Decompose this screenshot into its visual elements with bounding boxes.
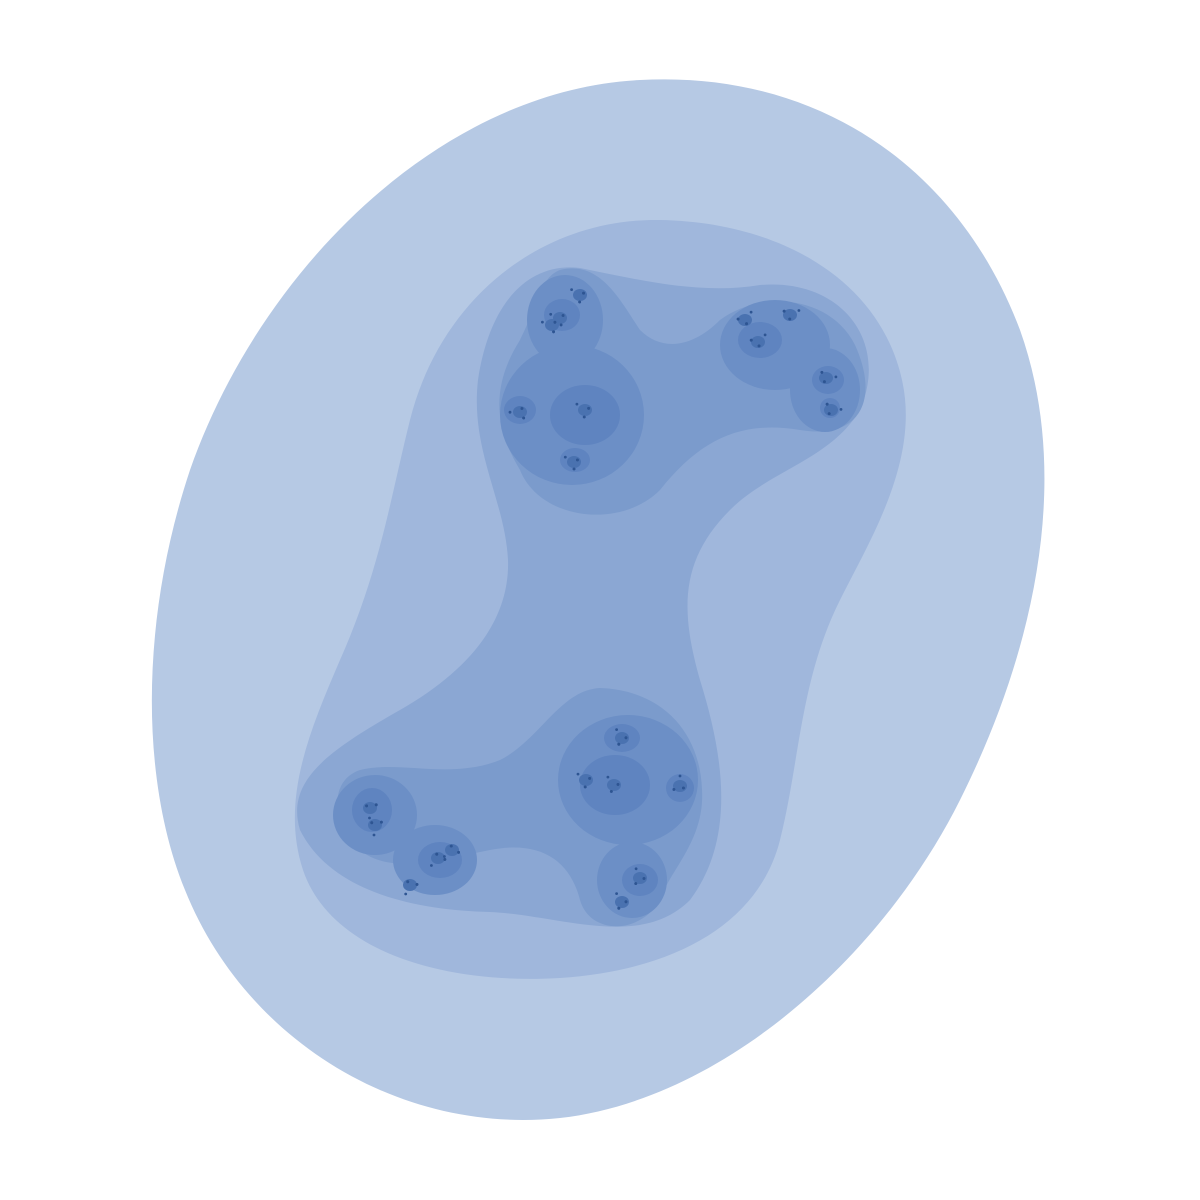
dust-dot bbox=[572, 467, 576, 471]
dust-dot bbox=[615, 892, 618, 895]
dust-dot bbox=[561, 314, 565, 317]
dust-dot bbox=[678, 774, 682, 778]
dust-core-10 bbox=[738, 314, 752, 326]
dust-dot bbox=[522, 416, 525, 420]
dust-dot bbox=[443, 855, 446, 858]
dust-core-20 bbox=[403, 879, 417, 891]
dust-dot bbox=[582, 291, 585, 295]
dust-dot bbox=[617, 742, 621, 746]
dust-dot bbox=[615, 728, 618, 731]
dust-dot bbox=[415, 883, 419, 886]
dust-core-12 bbox=[615, 732, 629, 744]
dust-dot bbox=[449, 844, 453, 848]
dust-dot bbox=[570, 288, 573, 291]
dust-dot bbox=[609, 790, 613, 793]
dust-dot bbox=[782, 309, 786, 313]
dust-dot bbox=[672, 788, 676, 791]
fractal-dust bbox=[363, 288, 843, 910]
dust-dot bbox=[827, 412, 831, 415]
dust-core-7 bbox=[783, 309, 797, 321]
dust-dot bbox=[757, 344, 761, 348]
dust-dot bbox=[624, 900, 628, 904]
dust-dot bbox=[404, 892, 408, 896]
dust-dot bbox=[617, 906, 621, 910]
dust-dot bbox=[520, 407, 524, 410]
dust-dot bbox=[575, 402, 579, 406]
dust-dot bbox=[563, 455, 567, 459]
dust-dot bbox=[365, 804, 368, 808]
dust-dot bbox=[549, 312, 553, 316]
dust-dot bbox=[823, 380, 826, 383]
dust-dot bbox=[763, 333, 767, 337]
dust-core-14 bbox=[633, 872, 647, 884]
dust-dot bbox=[372, 833, 376, 837]
dust-dot bbox=[736, 317, 740, 321]
dust-dot bbox=[634, 882, 638, 885]
dust-dot bbox=[541, 320, 544, 324]
dust-core-21 bbox=[445, 844, 459, 856]
dust-core-2 bbox=[567, 456, 581, 468]
dust-dot bbox=[834, 375, 838, 379]
dust-dot bbox=[576, 772, 580, 776]
dust-core-19 bbox=[431, 852, 445, 864]
dust-dot bbox=[606, 775, 610, 779]
dust-dot bbox=[825, 402, 829, 406]
dust-dot bbox=[553, 320, 557, 324]
dust-core-11 bbox=[607, 779, 621, 791]
dust-core-15 bbox=[615, 896, 629, 908]
dust-dot bbox=[370, 821, 374, 825]
dust-dot bbox=[820, 370, 824, 374]
dust-dot bbox=[797, 309, 801, 312]
dust-dot bbox=[430, 864, 433, 867]
dust-core-9 bbox=[824, 404, 838, 416]
dust-dot bbox=[374, 803, 378, 807]
dust-core-18 bbox=[368, 819, 382, 831]
dust-dot bbox=[443, 858, 447, 861]
dust-dot bbox=[587, 407, 591, 410]
dust-dot bbox=[839, 408, 843, 411]
dust-core-16 bbox=[579, 774, 593, 786]
dust-dot bbox=[368, 816, 371, 820]
dust-dot bbox=[508, 410, 512, 414]
dust-dot bbox=[749, 310, 753, 314]
dust-dot bbox=[588, 777, 592, 780]
dust-core-4 bbox=[573, 289, 587, 301]
dust-dot bbox=[578, 300, 581, 304]
dust-core-6 bbox=[751, 336, 765, 348]
dust-dot bbox=[582, 415, 586, 419]
dust-core-0 bbox=[578, 404, 592, 416]
dust-dot bbox=[583, 785, 587, 789]
dust-dot bbox=[457, 851, 460, 854]
dust-dot bbox=[616, 783, 620, 786]
dust-dot bbox=[576, 458, 579, 462]
dust-dot bbox=[380, 820, 383, 824]
dust-dot bbox=[634, 867, 638, 871]
dust-dot bbox=[788, 317, 792, 321]
dust-dot bbox=[406, 880, 410, 884]
dust-dot bbox=[435, 852, 439, 856]
dust-core-1 bbox=[513, 406, 527, 418]
dust-dot bbox=[552, 330, 555, 334]
dust-core-17 bbox=[363, 802, 377, 814]
dust-dot bbox=[682, 786, 685, 790]
dust-dot bbox=[624, 736, 628, 740]
dust-core-8 bbox=[819, 372, 833, 384]
dust-dot bbox=[559, 323, 563, 327]
dust-dot bbox=[749, 338, 753, 342]
dust-dot bbox=[745, 322, 748, 326]
dust-core-5 bbox=[545, 319, 559, 331]
dust-dot bbox=[642, 877, 646, 880]
